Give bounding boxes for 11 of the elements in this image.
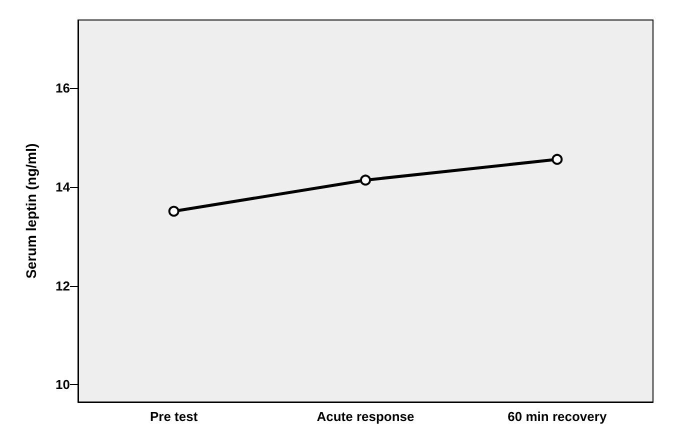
- x-tick-label: 60 min recovery: [508, 409, 608, 424]
- point: [360, 174, 371, 186]
- y-tick-label: 10: [56, 377, 70, 392]
- point: [552, 154, 563, 165]
- point: [168, 206, 180, 217]
- x-tick-label: Acute response: [316, 409, 414, 424]
- y-tick-label: 16: [56, 80, 70, 96]
- y-tick-label: 12: [56, 278, 70, 294]
- y-tick-label: 14: [56, 180, 71, 195]
- y-axis-title: Serum leptin (ng/ml): [23, 143, 39, 279]
- x-tick-label: Pre test: [150, 409, 198, 424]
